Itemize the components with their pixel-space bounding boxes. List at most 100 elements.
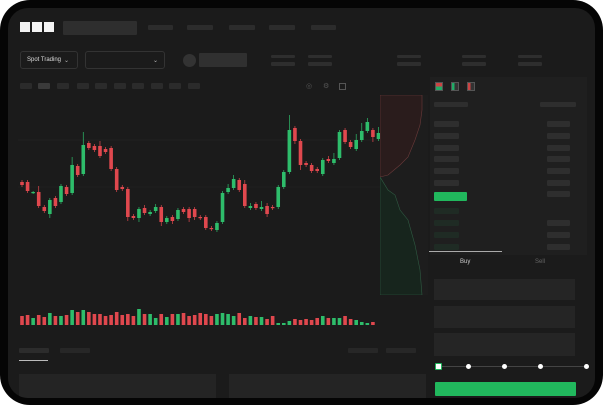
candle-down [170,217,175,221]
orderbook-both-icon[interactable] [435,82,443,91]
candle-down [87,143,91,148]
nav-item[interactable] [311,25,336,30]
bid-price [434,208,459,214]
price-input[interactable] [434,279,575,300]
ask-amount [547,121,570,127]
bid-amount [547,220,570,226]
volume-bar [20,316,24,325]
interval-button[interactable] [38,83,50,89]
settings-icon[interactable]: ⚙ [323,83,330,90]
candle-down [348,142,353,147]
volume-bar [270,316,275,325]
volume-bar [226,314,230,325]
search-input[interactable] [63,21,137,35]
volume-bar [36,315,41,325]
candle-down [64,187,69,194]
filter-button[interactable] [348,348,378,353]
candle-down [371,130,375,137]
candlestick-chart[interactable] [8,93,428,333]
volume-bar [114,312,119,325]
candle-up [48,200,52,214]
candle-down [326,159,331,161]
volume-bar [42,317,47,325]
interval-button[interactable] [169,83,181,89]
candle-down [309,165,314,171]
volume-bar [265,319,269,325]
nav-item[interactable] [229,25,255,30]
candle-down [187,209,191,218]
volume-bar [181,313,186,325]
bid-amount [547,244,570,250]
interval-button[interactable] [114,83,126,89]
nav-item[interactable] [187,25,213,30]
volume-bar [276,323,281,325]
orderbook-asks-icon[interactable] [467,82,475,91]
candle-down [25,182,30,191]
pair-dropdown[interactable]: ⌄ [85,51,165,69]
total-input[interactable] [434,333,575,356]
volume-bar [70,310,74,325]
volume-bar [359,322,364,325]
pair-price [199,53,247,67]
slider-step[interactable] [502,364,507,369]
tab-open-orders[interactable] [19,348,49,353]
slider-handle[interactable] [435,363,442,370]
candle-down [109,148,113,169]
volume-bar [326,318,331,325]
interval-button[interactable] [132,83,144,89]
ask-price [434,121,459,127]
interval-button[interactable] [20,83,32,89]
volume-bar [120,315,125,325]
okx-logo[interactable] [20,22,54,32]
volume-bar [237,313,242,325]
depth-chart [380,95,428,295]
slider-step[interactable] [538,364,543,369]
candle-down [304,163,308,165]
nav-item[interactable] [148,25,173,30]
slider-step[interactable] [466,364,471,369]
candle-up [231,179,236,188]
volume-bar [293,319,297,325]
tab-sell[interactable]: Sell [535,259,546,265]
ask-amount [547,168,570,174]
interval-button[interactable] [95,83,107,89]
fullscreen-icon[interactable] [339,83,346,90]
amount-slider[interactable] [439,366,587,367]
ask-amount [547,180,570,186]
ask-amount [547,133,570,139]
market-type-dropdown[interactable]: Spot Trading ⌄ [20,51,78,69]
bid-price [434,232,459,238]
volume-bar [304,319,308,325]
ask-price [434,168,459,174]
candle-down [198,217,203,219]
candle-up [165,218,169,222]
tab-buy[interactable]: Buy [460,259,471,265]
candle-down [298,141,303,165]
slider-step[interactable] [584,364,589,369]
filter-button[interactable] [386,348,416,353]
chevron-down-icon: ⌄ [152,57,158,64]
ask-amount [547,145,570,151]
volume-bar [64,315,69,325]
volume-bar [309,320,314,325]
amount-input[interactable] [434,306,575,328]
orderbook-bids-icon[interactable] [451,82,459,91]
candle-up [376,133,381,139]
candle-down [159,207,164,222]
candle-down [42,207,47,211]
nav-item[interactable] [269,25,295,30]
interval-button[interactable] [188,83,200,89]
stat-value [518,62,542,66]
camera-icon[interactable]: ◎ [306,83,313,90]
interval-button[interactable] [57,83,69,89]
volume-bar [337,318,342,325]
volume-bar [131,316,136,325]
volume-bar [25,315,30,325]
interval-button[interactable] [151,83,163,89]
candle-up [365,122,370,131]
market-type-label: Spot Trading [27,57,62,63]
volume-bar [220,313,225,325]
buy-button[interactable] [435,382,576,396]
tab-order-history[interactable] [60,348,90,353]
interval-button[interactable] [77,83,89,89]
